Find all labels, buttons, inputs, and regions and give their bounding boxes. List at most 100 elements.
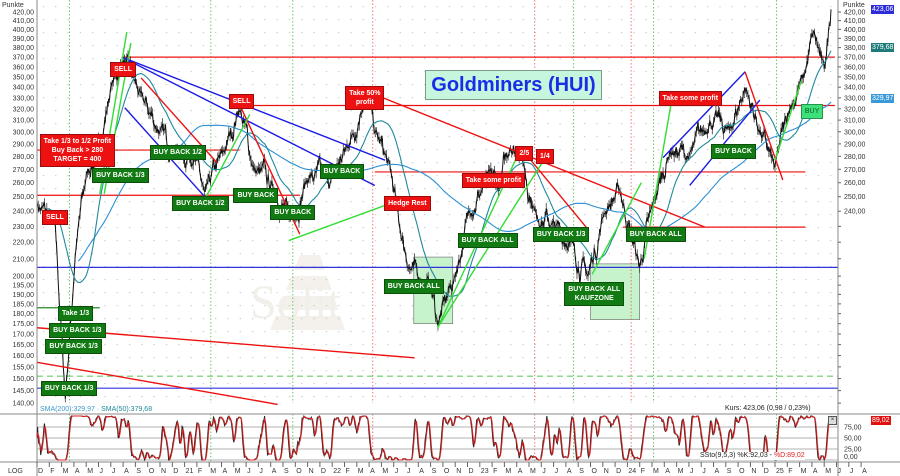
y-tick-left: 420,00	[13, 10, 35, 17]
x-tick-label: J	[112, 468, 116, 475]
x-tick-label: F	[788, 468, 792, 475]
x-tick-label: A	[665, 468, 670, 475]
x-tick-label: M	[825, 468, 831, 475]
x-tick-label: N	[604, 468, 609, 475]
x-tick-label: N	[161, 468, 166, 475]
x-tick-label: O	[739, 468, 745, 475]
y-tick-left: 290,00	[13, 141, 35, 148]
price-line	[36, 9, 832, 399]
x-tick-label: O	[149, 468, 155, 475]
trend-line	[36, 361, 278, 406]
sell-signal-label: Take some profit	[658, 91, 723, 107]
buy-signal-label: BUY BACK ALL KAUFZONE	[564, 282, 625, 307]
x-tick-label: M	[358, 468, 364, 475]
x-tick-label: D	[173, 468, 178, 475]
y-tick-right: 270,00	[844, 167, 866, 174]
y-tick-right: 320,00	[844, 106, 866, 113]
x-tick-label: D	[616, 468, 621, 475]
log-scale-toggle[interactable]: LOG	[8, 468, 23, 475]
last-price-tag: 423,06	[871, 5, 895, 14]
x-tick-label: D	[469, 468, 474, 475]
x-tick-label: M	[210, 468, 216, 475]
x-tick-label: F	[50, 468, 54, 475]
y-tick-right: 390,00	[844, 36, 866, 43]
y-tick-left: 350,00	[13, 74, 35, 81]
y-tick-right: 370,00	[844, 55, 866, 62]
y-tick-left: 175,00	[13, 321, 35, 328]
y-tick-left: 180,00	[13, 311, 35, 318]
stoch-d-label: %D:89,02	[773, 452, 805, 459]
x-tick-label: A	[75, 468, 80, 475]
x-tick-label: 21	[186, 468, 194, 475]
x-tick-label: F	[198, 468, 202, 475]
sell-signal-label: SELL	[228, 93, 255, 109]
x-tick-label: M	[63, 468, 69, 475]
trend-line	[662, 71, 746, 159]
y-tick-left: 200,00	[13, 274, 35, 281]
y-tick-left: 370,00	[13, 55, 35, 62]
x-tick-label: F	[641, 468, 645, 475]
y-tick-left: 155,00	[13, 364, 35, 371]
plot-grid	[37, 0, 838, 403]
stoch-tag: 89,02	[871, 416, 891, 425]
buy-signal-label: BUY BACK 1/3	[532, 226, 590, 242]
buy-signal-label: BUY	[800, 103, 824, 119]
x-tick-label: N	[309, 468, 314, 475]
y-tick-right: 330,00	[844, 95, 866, 102]
close-panel-icon[interactable]: ×	[828, 416, 837, 425]
y-tick-right: 350,00	[844, 74, 866, 81]
y-unit-label-left: Punkte	[2, 2, 24, 9]
x-tick-label: F	[346, 468, 350, 475]
y-tick-right: 420,00	[844, 10, 866, 17]
y-tick-left: 185,00	[13, 301, 35, 308]
y-tick-left: 260,00	[13, 180, 35, 187]
trend-line	[99, 31, 128, 194]
x-tick-label: J	[100, 468, 104, 475]
x-tick-label: A	[124, 468, 129, 475]
trend-line	[204, 114, 251, 200]
stoch-level-label: 0,00	[844, 454, 858, 461]
stoch-level-label: 50,00	[844, 436, 862, 443]
y-tick-left: 300,00	[13, 129, 35, 136]
y-tick-right: 240,00	[844, 209, 866, 216]
buy-signal-label: BUY BACK ALL	[457, 233, 518, 249]
y-tick-left: 160,00	[13, 353, 35, 360]
x-tick-label: M	[678, 468, 684, 475]
x-tick-label: J	[259, 468, 263, 475]
x-tick-label: S	[136, 468, 141, 475]
y-tick-left: 320,00	[13, 106, 35, 113]
buy-signal-label: BUY BACK 1/3	[49, 323, 106, 339]
y-tick-left: 340,00	[13, 85, 35, 92]
sell-signal-label: SELL	[42, 209, 68, 225]
sell-signal-label: 2/5	[515, 146, 534, 162]
y-tick-left: 240,00	[13, 209, 35, 216]
y-tick-left: 380,00	[13, 45, 35, 52]
y-tick-right: 250,00	[844, 194, 866, 201]
y-tick-right: 400,00	[844, 27, 866, 34]
buy-signal-label: Take 1/3	[58, 306, 94, 322]
x-tick-label: M	[87, 468, 93, 475]
sell-signal-label: Take 50% profit	[345, 85, 385, 110]
y-tick-left: 195,00	[13, 283, 35, 290]
x-tick-label: M	[235, 468, 241, 475]
x-tick-label: S	[579, 468, 584, 475]
y-tick-left: 390,00	[13, 36, 35, 43]
y-tick-left: 145,00	[13, 388, 35, 395]
x-tick-label: O	[592, 468, 598, 475]
y-tick-left: 410,00	[13, 18, 35, 25]
x-tick-label: A	[862, 468, 867, 475]
y-unit-label: Punkte	[843, 2, 865, 9]
trend-line	[288, 204, 386, 242]
sell-signal-label: Take 1/3 to 1/2 Profit Buy Back > 280 TA…	[39, 133, 116, 167]
x-tick-label: J	[407, 468, 411, 475]
sma200-tag: 329,97	[871, 94, 895, 103]
x-tick-label: J	[838, 468, 842, 475]
x-tick-label: M	[653, 468, 659, 475]
buy-signal-label: BUY BACK 1/2	[149, 145, 207, 161]
y-tick-left: 330,00	[13, 95, 35, 102]
trend-line	[121, 56, 386, 161]
sma-legend: SMA(200):329,97 · SMA(50):379,68	[40, 406, 152, 414]
buy-signal-label: BUY BACK ALL	[383, 279, 444, 295]
trend-line	[591, 182, 642, 275]
